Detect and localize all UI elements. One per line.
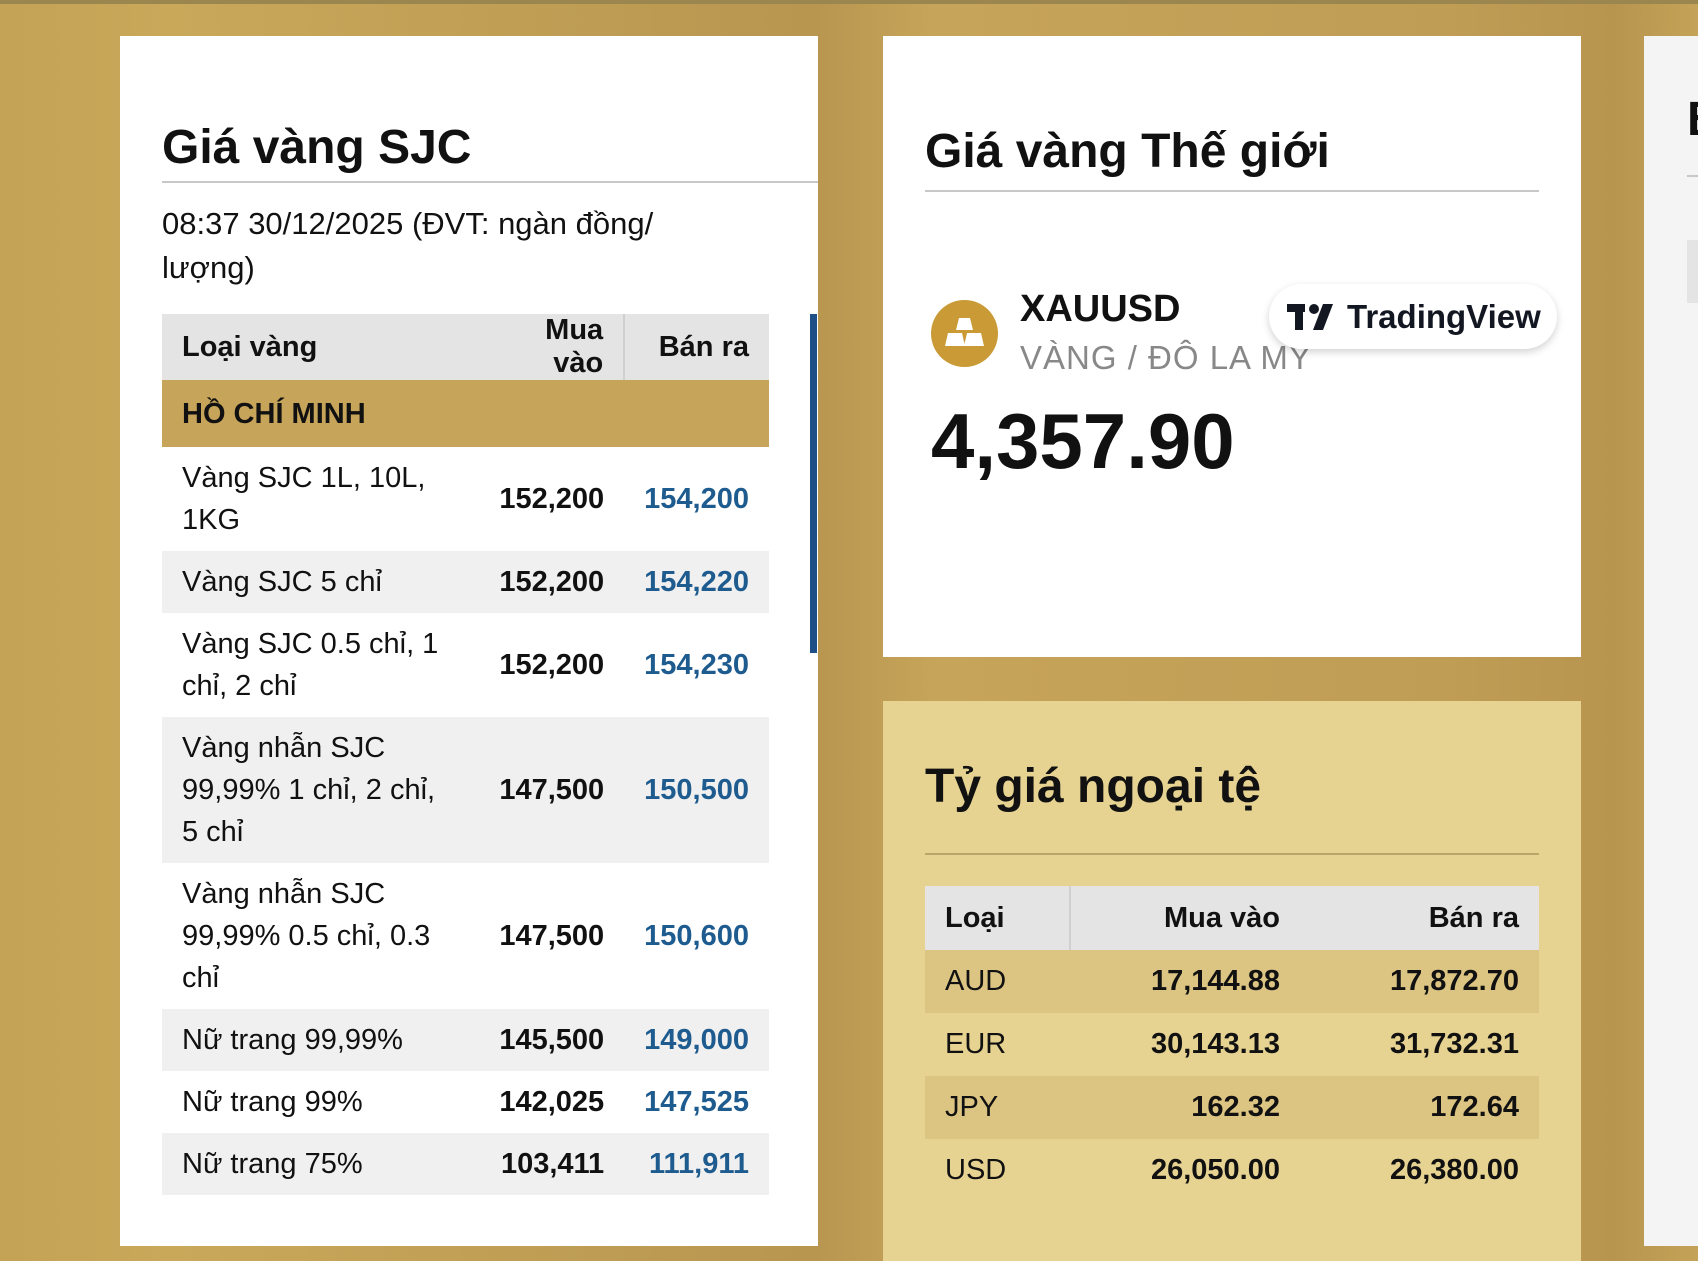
tradingview-label: TradingView bbox=[1347, 297, 1541, 335]
buy-rate: 26,050.00 bbox=[1150, 1154, 1280, 1186]
world-title: Giá vàng Thế giới bbox=[925, 125, 1330, 178]
currency-code: JPY bbox=[925, 1076, 1070, 1139]
table-row: JPY 162.32 172.64 bbox=[925, 1076, 1539, 1139]
gold-type: Vàng SJC 5 chỉ bbox=[162, 551, 474, 613]
table-row: USD 26,050.00 26,380.00 bbox=[925, 1139, 1539, 1202]
exchange-rate-card: Tỷ giá ngoại tệ Loại Mua vào Bán ra AUD 1… bbox=[883, 701, 1581, 1261]
fx-title: Tỷ giá ngoại tệ bbox=[925, 760, 1262, 813]
divider bbox=[1687, 175, 1698, 177]
table-header: Loại vàng Mua vào Bán ra bbox=[162, 314, 769, 380]
update-time: 08:37 30/12/2025 (ĐVT: ngàn đồng/ lượng) bbox=[162, 206, 654, 285]
tradingview-badge[interactable]: TradingView bbox=[1269, 284, 1557, 349]
divider bbox=[925, 853, 1539, 855]
buy-price: 142,025 bbox=[499, 1086, 605, 1118]
sell-price: 111,911 bbox=[624, 1133, 769, 1195]
sjc-price-table: Loại vàng Mua vào Bán ra HỒ CHÍ MINH Vàn… bbox=[162, 314, 769, 1195]
gold-type: Nữ trang 99% bbox=[182, 1086, 363, 1118]
gold-type: Vàng nhẫn SJC 99,99% 0.5 chỉ, 0.3 chỉ bbox=[182, 878, 431, 994]
sell-price: 154,230 bbox=[644, 649, 749, 681]
table-row: Nữ trang 99% 142,025 147,525 bbox=[162, 1071, 769, 1133]
currency-code: EUR bbox=[945, 1028, 1007, 1060]
col-sell: Bán ra bbox=[624, 314, 769, 380]
world-gold-price-card: Giá vàng Thế giới XAUUSD VÀNG / ĐÔ LA MỸ… bbox=[883, 36, 1581, 657]
tradingview-logo-icon bbox=[1287, 303, 1333, 330]
buy-price: 147,500 bbox=[473, 717, 625, 863]
buy-price: 145,500 bbox=[473, 1009, 625, 1071]
sell-rate: 172.64 bbox=[1300, 1076, 1539, 1139]
col-buy: Mua vào bbox=[473, 314, 626, 380]
buy-rate: 17,144.88 bbox=[1070, 950, 1300, 1013]
sjc-gold-price-card: Giá vàng SJC 08:37 30/12/2025 (ĐVT: ngàn… bbox=[120, 36, 818, 1246]
divider bbox=[925, 190, 1539, 192]
sell-price: 149,000 bbox=[624, 1009, 769, 1071]
table-row: Nữ trang 75% 103,411 111,911 bbox=[162, 1133, 769, 1195]
gold-type: Vàng nhẫn SJC 99,99% 1 chỉ, 2 chỉ, 5 chỉ bbox=[162, 717, 474, 863]
sell-price: 150,600 bbox=[644, 920, 749, 952]
sell-rate: 31,732.31 bbox=[1389, 1028, 1519, 1060]
right-card-title: B bbox=[1687, 92, 1698, 147]
buy-rate: 30,143.13 bbox=[1150, 1028, 1280, 1060]
buy-rate: 162.32 bbox=[1070, 1076, 1300, 1139]
table-row: Vàng SJC 1L, 10L, 1KG 152,200 154,200 bbox=[162, 447, 769, 551]
region-label: HỒ CHÍ MINH bbox=[162, 380, 769, 447]
col-buy: Mua vào bbox=[1070, 886, 1300, 950]
col-currency: Loại bbox=[925, 886, 1071, 950]
table-row: Vàng nhẫn SJC 99,99% 1 chỉ, 2 chỉ, 5 chỉ… bbox=[162, 717, 769, 863]
sell-price: 154,220 bbox=[624, 551, 769, 613]
exchange-rate-table: Loại Mua vào Bán ra AUD 17,144.88 17,872.7… bbox=[925, 886, 1539, 1202]
col-type: Loại vàng bbox=[162, 314, 474, 380]
buy-price: 152,200 bbox=[473, 551, 625, 613]
sell-price: 150,500 bbox=[624, 717, 769, 863]
symbol-description: VÀNG / ĐÔ LA MỸ bbox=[1020, 339, 1312, 376]
table-row: Vàng SJC 5 chỉ 152,200 154,220 bbox=[162, 551, 769, 613]
buy-price: 147,500 bbox=[499, 920, 605, 952]
symbol: XAUUSD bbox=[1020, 288, 1181, 330]
gold-type: Nữ trang 75% bbox=[162, 1133, 474, 1195]
gold-type: Nữ trang 99,99% bbox=[162, 1009, 474, 1071]
currency-code: USD bbox=[945, 1154, 1007, 1186]
currency-code: AUD bbox=[925, 950, 1070, 1013]
sell-rate: 26,380.00 bbox=[1389, 1154, 1519, 1186]
buy-price: 152,200 bbox=[499, 649, 605, 681]
table-row: EUR 30,143.13 31,732.31 bbox=[925, 1013, 1539, 1076]
top-border bbox=[0, 0, 1698, 4]
table-row: Vàng SJC 0.5 chỉ, 1 chỉ, 2 chỉ 152,200 154… bbox=[162, 613, 769, 717]
sell-price: 147,525 bbox=[644, 1086, 749, 1118]
gold-bars-icon bbox=[931, 300, 998, 367]
buy-price: 103,411 bbox=[473, 1133, 625, 1195]
divider bbox=[162, 181, 818, 183]
col-sell: Bán ra bbox=[1300, 886, 1539, 950]
gold-type: Vàng SJC 1L, 10L, 1KG bbox=[182, 462, 426, 536]
gold-type: Vàng SJC 0.5 chỉ, 1 chỉ, 2 chỉ bbox=[182, 628, 439, 702]
sell-price: 154,200 bbox=[644, 483, 749, 515]
table-row: Nữ trang 99,99% 145,500 149,000 bbox=[162, 1009, 769, 1071]
table-header bbox=[1687, 240, 1698, 303]
price: 4,357.90 bbox=[931, 397, 1235, 485]
region-row: HỒ CHÍ MINH bbox=[162, 380, 769, 447]
partial-right-card: B bbox=[1644, 36, 1698, 1246]
buy-price: 152,200 bbox=[499, 483, 605, 515]
scrollbar[interactable] bbox=[810, 314, 817, 653]
table-row: Vàng nhẫn SJC 99,99% 0.5 chỉ, 0.3 chỉ 147… bbox=[162, 863, 769, 1009]
sell-rate: 17,872.70 bbox=[1300, 950, 1539, 1013]
sjc-title: Giá vàng SJC bbox=[162, 121, 472, 174]
table-header: Loại Mua vào Bán ra bbox=[925, 886, 1539, 950]
table-row: AUD 17,144.88 17,872.70 bbox=[925, 950, 1539, 1013]
